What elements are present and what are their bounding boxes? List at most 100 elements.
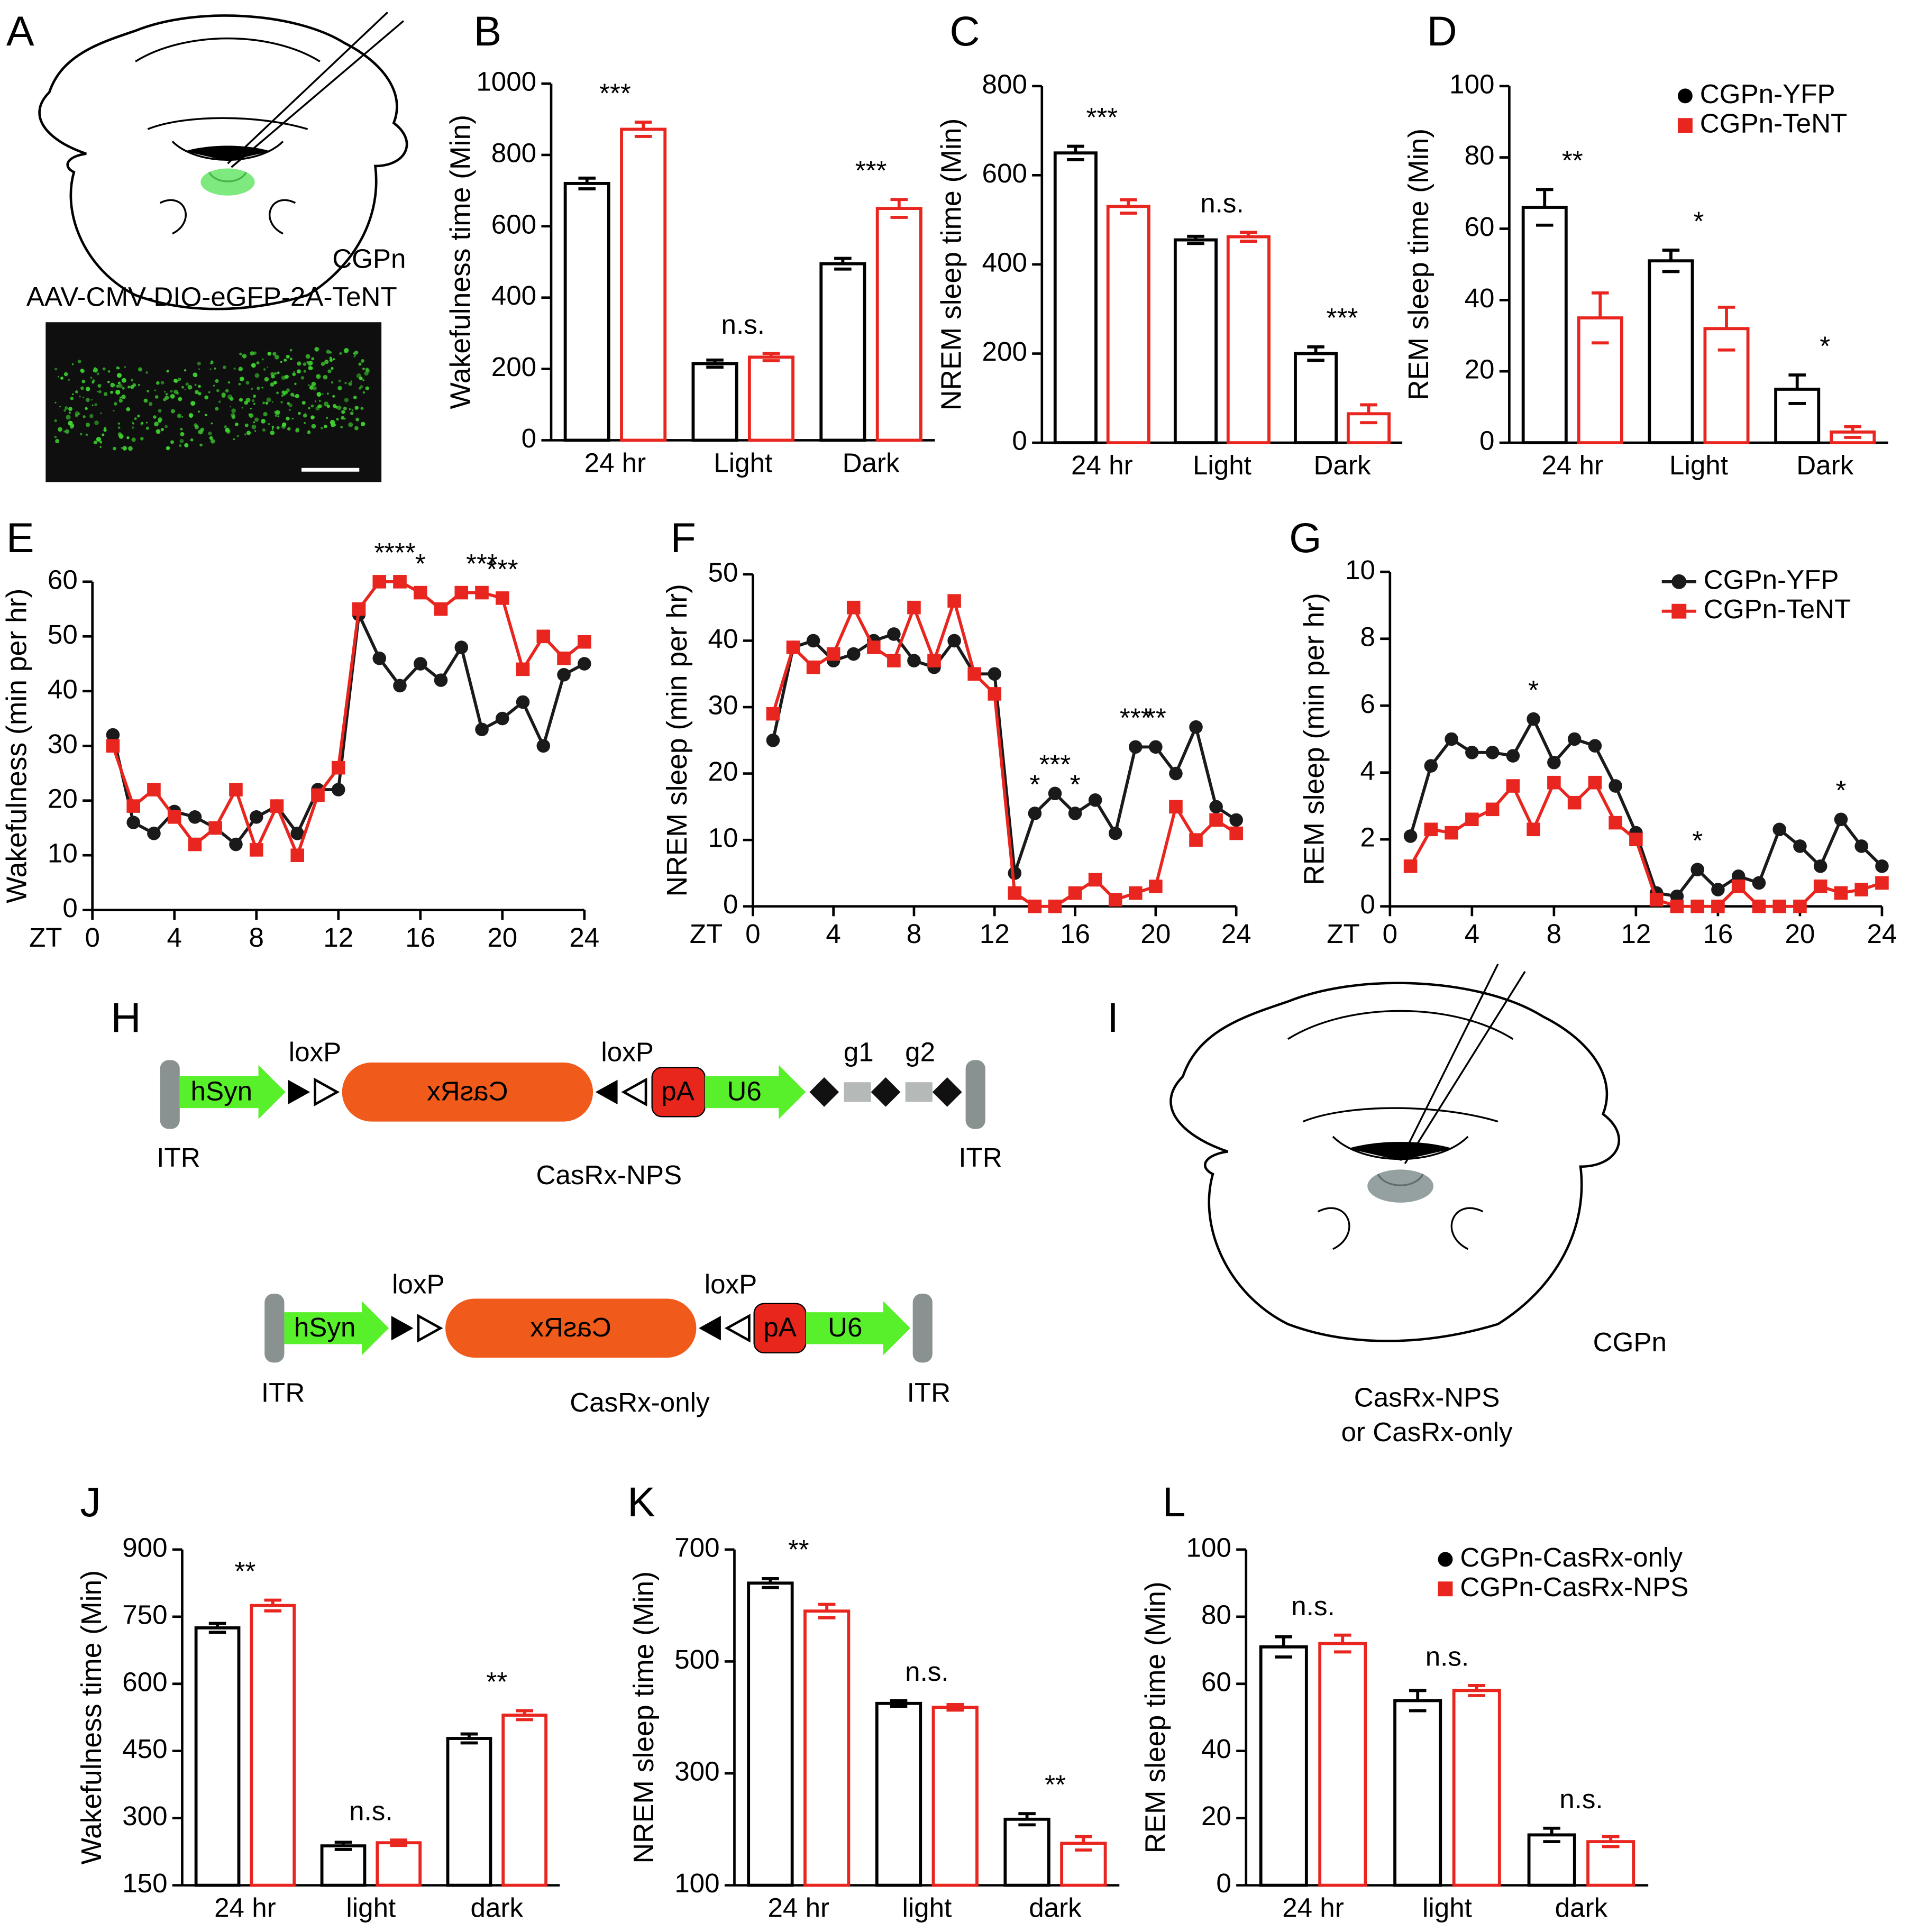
point — [249, 843, 263, 857]
bar — [1346, 412, 1391, 445]
fluorescence-dot — [165, 393, 168, 396]
fluorescence-dot — [63, 409, 66, 412]
fluorescence-dot — [263, 411, 268, 417]
fluorescence-dot — [99, 446, 102, 448]
fluorescence-dot — [236, 435, 240, 437]
fluorescence-dot — [340, 425, 343, 429]
x-axis-label: ZT — [690, 919, 723, 949]
fluorescence-dot — [324, 360, 329, 364]
fluorescence-dot — [117, 432, 122, 437]
fluorescence-dot — [68, 407, 72, 411]
bar — [1053, 151, 1098, 445]
point — [372, 651, 387, 665]
fluorescence-dot — [118, 399, 123, 403]
bar — [875, 1701, 922, 1887]
x-tick-label: Dark — [1314, 450, 1371, 480]
point — [1506, 749, 1520, 763]
fluorescence-dot — [116, 373, 122, 378]
fluorescence-dot — [251, 399, 255, 402]
x-tick-label: dark — [1555, 1893, 1608, 1923]
point — [229, 783, 243, 796]
fluorescence-dot — [365, 386, 369, 390]
fluorescence-dot — [248, 413, 251, 416]
fluorescence-dot — [361, 423, 363, 425]
significance: n.s. — [1425, 1641, 1469, 1671]
legend-marker — [1677, 118, 1693, 133]
fluorescence-dot — [348, 422, 353, 427]
fluorescence-dot — [198, 410, 200, 413]
x-tick-label: 24 — [1867, 919, 1897, 949]
legend-marker — [1438, 1581, 1453, 1597]
fluorescence-dot — [79, 395, 81, 398]
fluorescence-dot — [131, 437, 136, 442]
fluorescence-dot — [267, 367, 269, 368]
fluorescence-dot — [55, 439, 60, 444]
panel-label: E — [6, 514, 34, 561]
fluorescence-dot — [338, 379, 341, 382]
point — [1649, 893, 1664, 907]
fluorescence-dot — [360, 407, 364, 410]
y-tick-label: 900 — [122, 1532, 167, 1562]
fluorescence-dot — [59, 406, 61, 408]
point — [1690, 863, 1704, 876]
fluorescence-dot — [195, 390, 199, 395]
fluorescence-dot — [310, 415, 315, 420]
fluorescence-dot — [253, 421, 255, 424]
fluorescence-dot — [90, 399, 93, 401]
fluorescence-dot — [273, 381, 277, 384]
bar — [1003, 1817, 1050, 1887]
point — [454, 640, 469, 654]
point — [988, 667, 1002, 681]
fluorescence-dot — [100, 412, 102, 415]
fluorescence-dot — [57, 376, 59, 378]
y-tick-label: 800 — [491, 138, 536, 168]
fluorescence-dot — [179, 439, 184, 444]
point — [907, 654, 921, 667]
fluorescence-dot — [127, 386, 131, 389]
bar — [563, 182, 610, 442]
y-axis-label: REM sleep time (Min) — [1140, 1581, 1171, 1853]
bar — [1318, 1642, 1367, 1887]
fluorescence-dot — [117, 426, 121, 429]
y-tick-label: 0 — [1012, 426, 1027, 456]
x-tick-label: 24 hr — [214, 1893, 276, 1923]
point — [536, 629, 551, 644]
fluorescence-dot — [254, 430, 257, 432]
point — [1834, 886, 1848, 900]
gene: CasRx — [427, 1076, 508, 1106]
x-tick-label: 24 — [569, 922, 599, 953]
fluorescence-dot — [209, 368, 212, 370]
fluorescence-dot — [239, 377, 244, 381]
fluorescence-dot — [246, 431, 251, 435]
fluorescence-dot — [122, 446, 127, 451]
fluorescence-dot — [323, 374, 328, 380]
series-line — [111, 609, 586, 847]
fluorescence-dot — [160, 380, 165, 384]
fluorescence-dot — [310, 384, 313, 387]
fluorescence-dot — [89, 414, 94, 418]
fluorescence-dot — [166, 370, 169, 373]
legend-label: CGPn-YFP — [1704, 564, 1839, 594]
point — [1149, 880, 1163, 893]
point — [1547, 755, 1561, 770]
bar — [1226, 235, 1271, 445]
x-axis-label: ZT — [29, 922, 62, 953]
fluorescence-dot — [121, 378, 126, 383]
y-tick-label: 600 — [122, 1667, 167, 1697]
fluorescence-dot — [117, 381, 121, 384]
fluorescence-dot — [96, 391, 98, 392]
fluorescence-dot — [66, 415, 71, 420]
point — [1424, 822, 1438, 837]
fluorescence-dot — [289, 349, 293, 352]
fluorescence-dot — [336, 418, 339, 421]
x-tick-label: 0 — [745, 919, 760, 949]
point — [826, 647, 840, 661]
fluorescence-dot — [197, 361, 201, 365]
point — [1711, 899, 1725, 913]
fluorescence-dot — [179, 444, 182, 447]
x-tick-label: dark — [471, 1893, 524, 1923]
fluorescence-dot — [198, 384, 201, 388]
y-tick-label: 0 — [1216, 1868, 1231, 1898]
y-tick-label: 800 — [982, 69, 1027, 99]
fluorescence-dot — [327, 369, 332, 373]
